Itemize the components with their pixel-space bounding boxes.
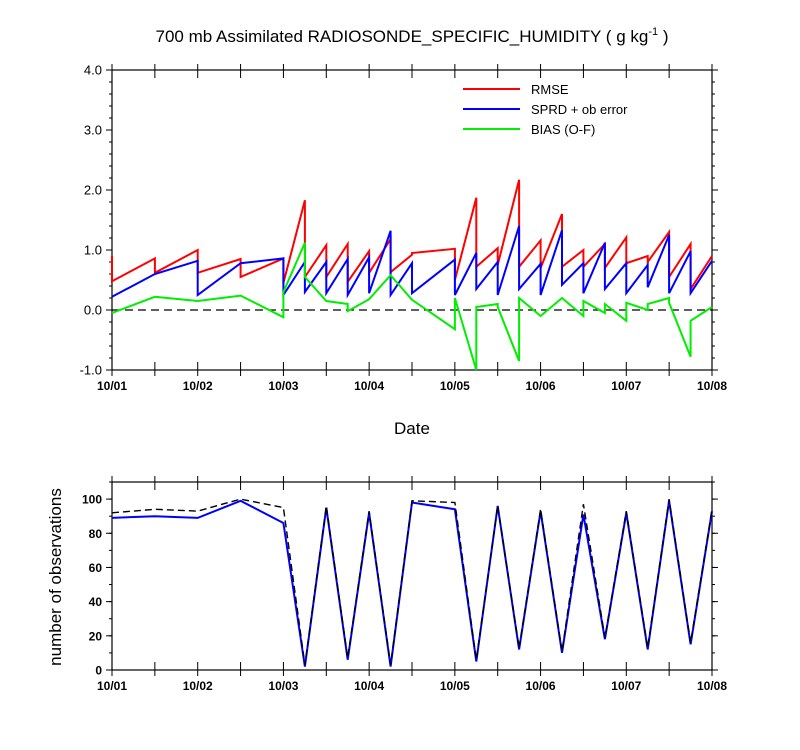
y-tick-label: 4.0 (84, 63, 102, 78)
y-tick-label: 0 (95, 664, 102, 678)
chart-title-main: 700 mb Assimilated RADIOSONDE_SPECIFIC_H… (156, 27, 649, 46)
x-tick-label: 10/01 (97, 379, 127, 393)
chart-title-close: ) (658, 27, 668, 46)
x-tick-label: 10/05 (440, 379, 470, 393)
y-tick-label: 80 (89, 527, 103, 541)
x-tick-label: 10/02 (183, 679, 213, 693)
legend-label: RMSE (531, 82, 569, 97)
x-tick-label: 10/04 (354, 679, 384, 693)
y-tick-label: 0.0 (84, 303, 102, 318)
x-tick-label: 10/08 (697, 679, 727, 693)
bottom-y-axis-label: number of observations (46, 488, 65, 666)
x-tick-label: 10/06 (526, 379, 556, 393)
y-tick-label: -1.0 (80, 363, 102, 378)
chart-title: 700 mb Assimilated RADIOSONDE_SPECIFIC_H… (156, 26, 669, 46)
y-tick-label: 1.0 (84, 243, 102, 258)
x-tick-label: 10/04 (354, 379, 384, 393)
series-line-observations-possible (111, 498, 713, 665)
y-tick-label: 60 (89, 561, 103, 575)
series-line-observations-assimilated (111, 499, 713, 667)
y-tick-label: 40 (89, 595, 103, 609)
top-x-axis-label: Date (394, 419, 430, 438)
bottom-chart-panel: 10/01 10/02 10/03 10/04 10/05 10/06 10/07 10/08… (82, 476, 727, 693)
x-tick-label: 10/01 (97, 679, 127, 693)
x-tick-label: 10/08 (697, 379, 727, 393)
y-tick-label: 2.0 (84, 183, 102, 198)
x-tick-label: 10/03 (268, 379, 298, 393)
legend-label: BIAS (O-F) (531, 122, 595, 137)
chart-title-superscript: -1 (648, 26, 658, 38)
series-line-bias-o-f (111, 242, 713, 371)
legend-label: SPRD + ob error (531, 102, 628, 117)
y-tick-label: 20 (89, 629, 103, 643)
x-tick-label: 10/02 (183, 379, 213, 393)
y-tick-label: 3.0 (84, 123, 102, 138)
x-tick-label: 10/03 (268, 679, 298, 693)
y-tick-label: 100 (82, 493, 102, 507)
x-tick-label: 10/06 (526, 679, 556, 693)
top-chart-panel: 10/01 10/02 10/03 10/04 10/05 10/06 10/07 10/08… (80, 63, 728, 394)
x-tick-label: 10/07 (611, 679, 641, 693)
series-line-sprd-ob-error (111, 225, 713, 299)
x-tick-label: 10/05 (440, 679, 470, 693)
x-tick-label: 10/07 (611, 379, 641, 393)
